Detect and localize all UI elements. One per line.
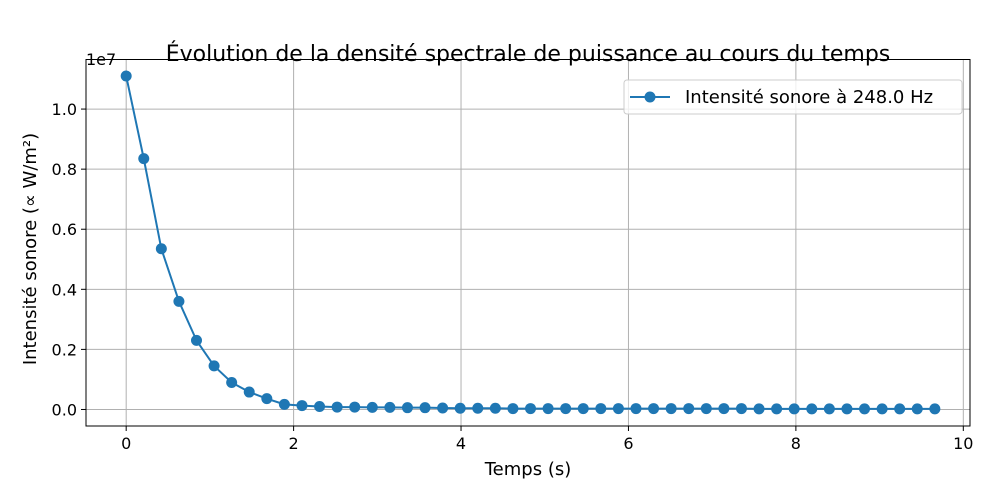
data-point xyxy=(718,403,730,415)
grid xyxy=(86,59,970,426)
data-point xyxy=(525,403,537,415)
data-point xyxy=(243,386,255,398)
data-point xyxy=(489,402,501,414)
data-point xyxy=(191,334,202,346)
y-tick-label: 0.8 xyxy=(52,160,77,179)
plot-frame xyxy=(85,59,971,427)
legend-marker-sample xyxy=(644,91,656,103)
data-point xyxy=(911,403,923,415)
x-tick-label: 10 xyxy=(953,434,973,453)
data-point xyxy=(419,402,431,414)
data-point xyxy=(612,403,624,415)
data-point xyxy=(859,403,871,415)
data-point xyxy=(472,402,484,414)
data-point xyxy=(788,403,800,415)
data-point xyxy=(876,403,888,415)
data-point xyxy=(841,403,853,415)
data-point xyxy=(595,403,607,415)
data-point xyxy=(384,401,396,413)
data-point xyxy=(120,70,132,82)
data-point xyxy=(296,400,308,412)
data-point xyxy=(700,403,712,415)
data-point xyxy=(314,400,326,412)
y-tick-label: 0.2 xyxy=(52,340,77,359)
data-point xyxy=(155,243,167,255)
data-point xyxy=(735,403,747,415)
data-point xyxy=(665,403,677,415)
data-point xyxy=(208,360,220,372)
chart-title: Évolution de la densité spectrale de pui… xyxy=(166,41,891,67)
x-tick-label: 4 xyxy=(456,434,466,453)
legend-entry-label: Intensité sonore à 248.0 Hz xyxy=(685,87,933,108)
data-point xyxy=(630,403,642,415)
x-tick-label: 0 xyxy=(121,434,131,453)
data-point xyxy=(454,402,466,414)
y-axis-label: Intensité sonore (∝ W/m²) xyxy=(20,133,41,365)
data-point xyxy=(331,401,343,413)
data-point xyxy=(278,398,290,410)
data-point xyxy=(226,376,238,388)
y-tick-label: 0.0 xyxy=(52,400,77,419)
x-tick-label: 8 xyxy=(791,434,801,453)
data-point xyxy=(648,403,660,415)
data-point xyxy=(683,403,695,415)
y-tick-label: 0.4 xyxy=(52,280,77,299)
data-point xyxy=(507,403,519,415)
x-tick-label: 6 xyxy=(623,434,633,453)
data-point xyxy=(173,295,185,307)
series-line xyxy=(125,75,935,410)
data-point xyxy=(823,403,835,415)
legend: Intensité sonore à 248.0 Hz xyxy=(623,79,963,115)
data-point xyxy=(138,153,150,165)
data-point xyxy=(437,402,449,414)
data-point xyxy=(401,402,413,414)
x-axis-label: Temps (s) xyxy=(484,459,572,480)
data-point xyxy=(806,403,818,415)
x-tick-label: 2 xyxy=(289,434,299,453)
data-point xyxy=(261,393,273,405)
data-point xyxy=(577,403,589,415)
data-point xyxy=(542,403,554,415)
data-point xyxy=(753,403,765,415)
legend-box xyxy=(623,79,963,115)
data-point xyxy=(894,403,906,415)
data-point xyxy=(929,403,941,415)
axis-ticks: 0 2 4 6 8 10 0.0 0.2 0.4 0.6 0.8 1.0 xyxy=(52,100,974,453)
data-point xyxy=(349,401,361,413)
data-point xyxy=(366,401,378,413)
data-point xyxy=(771,403,783,415)
data-point xyxy=(560,403,572,415)
y-tick-label: 1.0 xyxy=(52,100,77,119)
series-layer xyxy=(120,70,941,415)
y-offset-label: 1e7 xyxy=(86,50,116,69)
y-tick-label: 0.6 xyxy=(52,220,77,239)
